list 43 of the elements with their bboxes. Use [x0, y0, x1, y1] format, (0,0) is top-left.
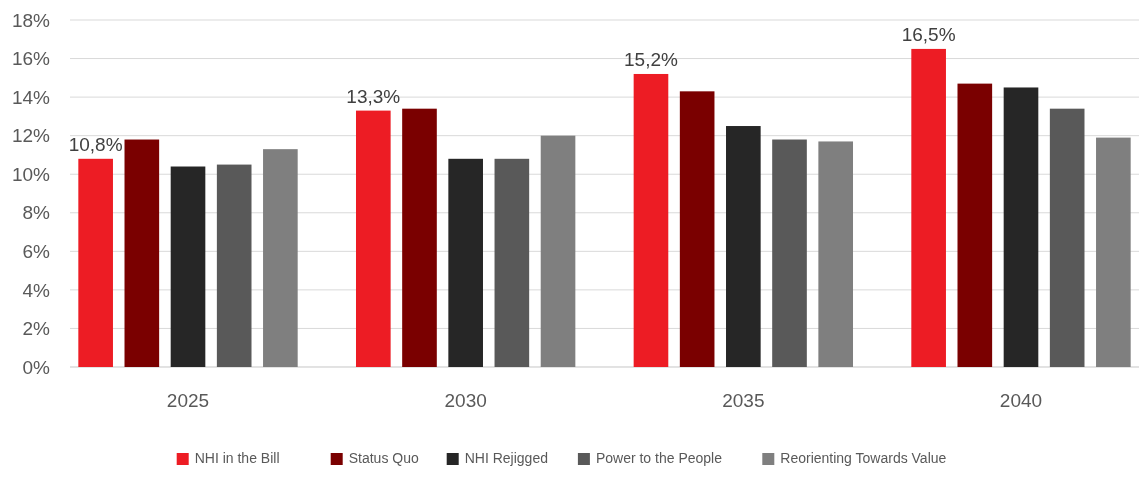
legend-label: Power to the People: [595, 450, 723, 466]
bar: [216, 164, 252, 367]
x-tick-label: 2040: [999, 390, 1043, 411]
y-tick-label: 14%: [11, 86, 51, 108]
y-tick-label: 8%: [22, 202, 51, 224]
y-tick-label: 6%: [22, 240, 51, 262]
bar: [263, 149, 298, 367]
bar: [1096, 137, 1131, 367]
y-tick-label: 4%: [22, 279, 51, 301]
legend-label: Status Quo: [348, 450, 419, 466]
y-tick-label: 18%: [11, 9, 51, 31]
data-label: 10,8%: [68, 133, 123, 155]
bar: [494, 158, 530, 367]
bar: [957, 83, 993, 367]
bar: [540, 135, 576, 367]
bar: [124, 139, 160, 367]
bar: [726, 126, 761, 367]
legend-label: Reorienting Towards Value: [780, 450, 947, 466]
y-tick-label: 2%: [22, 318, 51, 340]
x-tick-label: 2030: [444, 390, 487, 411]
data-label: 16,5%: [901, 23, 956, 45]
y-tick-label: 12%: [11, 125, 51, 147]
data-label: 15,2%: [624, 48, 679, 70]
y-tick-label: 10%: [11, 163, 51, 185]
data-label: 13,3%: [346, 85, 401, 107]
bar: [818, 141, 854, 367]
x-tick-label: 2025: [166, 390, 210, 411]
bar: [911, 48, 946, 367]
x-tick-label: 2035: [722, 390, 765, 411]
bar: [448, 158, 483, 367]
bar: [1003, 87, 1039, 367]
legend-label: NHI Rejigged: [464, 450, 548, 466]
bar: [633, 73, 669, 367]
legend-label: NHI in the Bill: [194, 450, 280, 466]
y-tick-label: 16%: [11, 48, 51, 70]
bar: [1049, 108, 1085, 367]
bar: [355, 110, 391, 367]
bar: [402, 108, 437, 367]
bar: [772, 139, 807, 367]
bar: [679, 91, 715, 367]
bar: [78, 158, 113, 367]
bar: [170, 166, 206, 367]
y-tick-label: 0%: [22, 356, 51, 378]
